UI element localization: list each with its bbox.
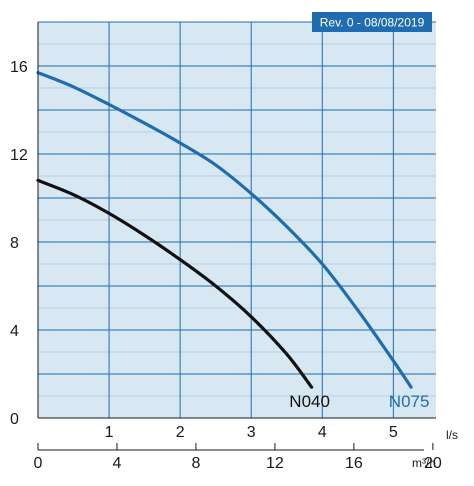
x-tick-label-m3h: 20 (424, 455, 442, 472)
x-tick-label-m3h: 0 (34, 455, 43, 472)
x-tick-label-ls: 2 (176, 424, 185, 441)
x-tick-label-m3h: 8 (191, 455, 200, 472)
x-axis-unit-m3h: m³/h (412, 456, 436, 470)
series-label-n075: N075 (389, 392, 430, 411)
x-tick-label-ls: 4 (318, 424, 327, 441)
series-line-n075 (36, 71, 413, 389)
x-tick-label-m3h: 4 (113, 455, 122, 472)
axes (37, 22, 436, 451)
x-axis-unit-ls: l/s (446, 428, 458, 442)
y-tick-label: 12 (10, 147, 28, 164)
x-tick-label-ls: 1 (105, 424, 114, 441)
major-gridlines (38, 21, 436, 418)
series-lines: N040 N075 (36, 71, 430, 411)
series-line-n040 (36, 178, 314, 389)
series-label-n040: N040 (289, 392, 330, 411)
x-tick-label-ls: 5 (389, 424, 398, 441)
revision-label: Rev. 0 - 08/08/2019 (320, 16, 425, 30)
y-tick-label: 8 (10, 235, 19, 252)
revision-badge: Rev. 0 - 08/08/2019 (312, 12, 432, 32)
revision-badge-background (312, 12, 432, 32)
x-tick-label-m3h: 16 (345, 455, 363, 472)
y-tick-label: 16 (10, 59, 28, 76)
minor-gridlines (38, 43, 436, 397)
x-tick-label-ls: 3 (247, 424, 256, 441)
y-tick-label: 0 (10, 411, 19, 428)
y-tick-label: 4 (10, 323, 19, 340)
x-tick-label-m3h: 12 (266, 455, 284, 472)
